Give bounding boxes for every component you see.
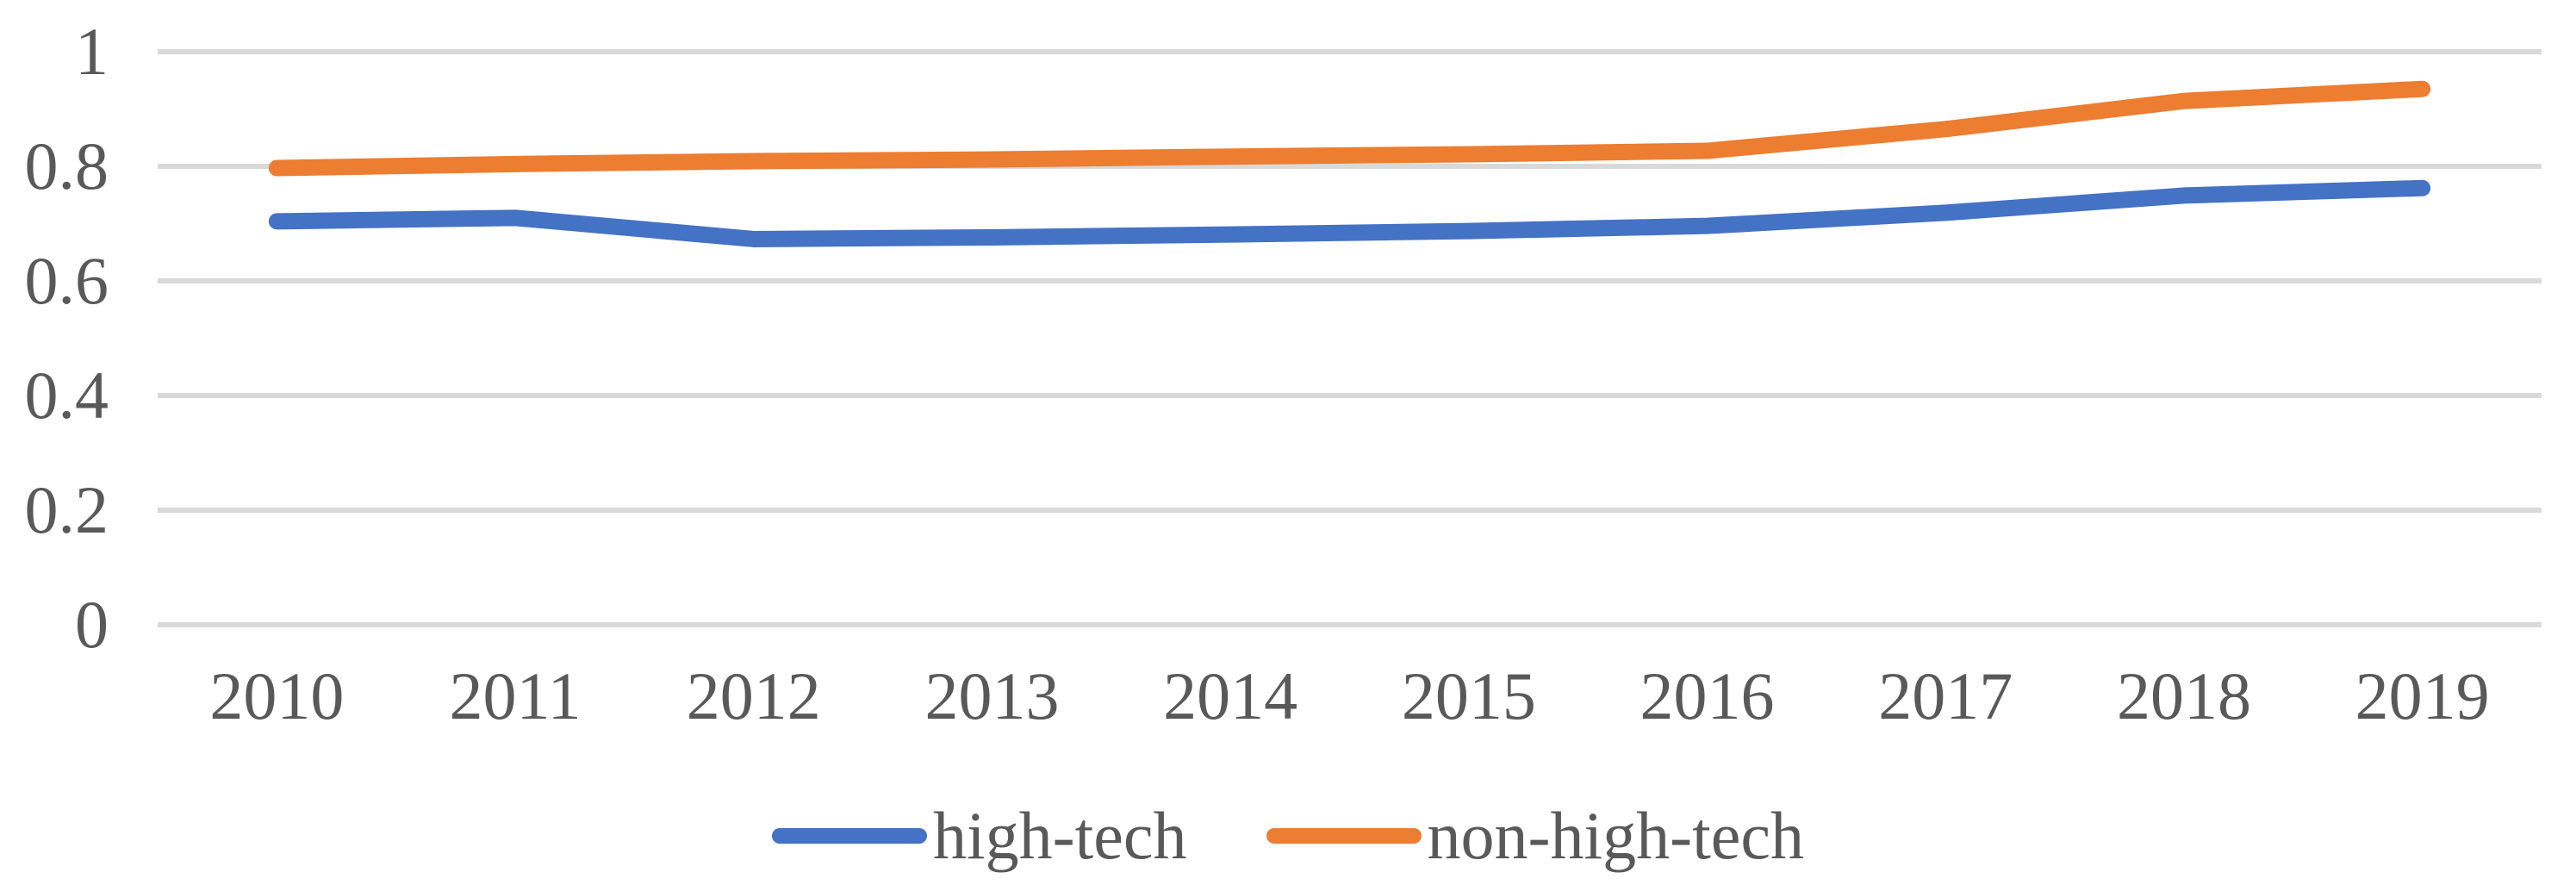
x-tick-label: 2015 bbox=[1401, 658, 1536, 733]
legend-swatch-high-tech bbox=[771, 828, 927, 844]
y-tick-label: 0.6 bbox=[24, 243, 109, 318]
legend-swatch-non-high-tech bbox=[1266, 828, 1422, 844]
x-tick-label: 2013 bbox=[924, 658, 1060, 733]
y-tick-label: 0.8 bbox=[24, 128, 109, 203]
x-tick-label: 2012 bbox=[686, 658, 821, 733]
x-tick-label: 2011 bbox=[449, 658, 582, 733]
non-high-tech-line bbox=[268, 80, 2431, 177]
legend-item-high-tech: high-tech bbox=[771, 798, 1187, 873]
x-tick-label: 2010 bbox=[209, 658, 345, 733]
x-tick-label: 2019 bbox=[2355, 658, 2490, 733]
x-tick-label: 2016 bbox=[1640, 658, 1775, 733]
y-tick-label: 0.2 bbox=[24, 472, 109, 547]
legend-item-non-high-tech: non-high-tech bbox=[1266, 798, 1805, 873]
y-tick-label: 0.4 bbox=[24, 358, 109, 433]
x-tick-label: 2014 bbox=[1163, 658, 1298, 733]
x-tick-label: 2018 bbox=[2116, 658, 2251, 733]
y-tick-label: 1 bbox=[75, 14, 109, 89]
legend-label: non-high-tech bbox=[1427, 798, 1805, 873]
high-tech-line bbox=[268, 179, 2431, 247]
x-tick-label: 2017 bbox=[1878, 658, 2013, 733]
legend: high-tech non-high-tech bbox=[0, 800, 2576, 872]
y-tick-label: 0 bbox=[75, 587, 109, 662]
legend-label: high-tech bbox=[932, 798, 1187, 873]
